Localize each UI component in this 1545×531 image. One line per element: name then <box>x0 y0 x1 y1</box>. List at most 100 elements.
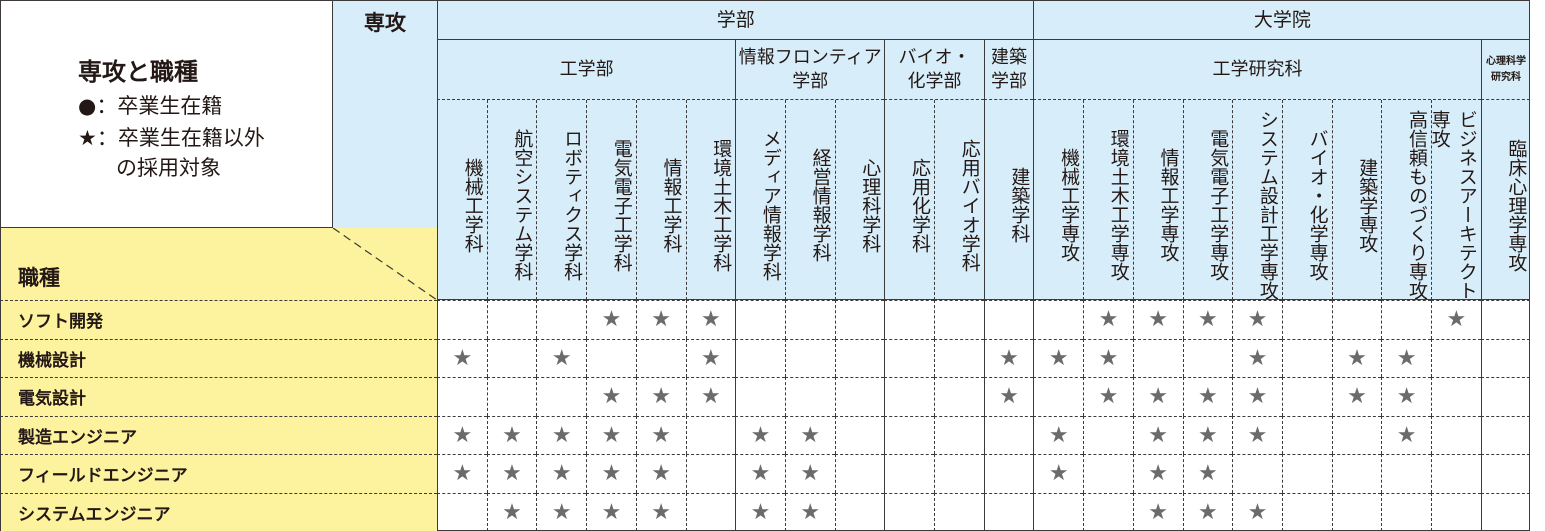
star-mark-cell: ★ <box>1232 300 1282 339</box>
empty-cell <box>1033 492 1084 531</box>
column-header: 建築学科 <box>983 100 1034 300</box>
star-mark-cell: ★ <box>1232 415 1282 454</box>
diagonal-divider <box>333 228 437 300</box>
star-mark-cell: ★ <box>1033 338 1084 377</box>
column-header: 環境土木工学専攻 <box>1083 100 1133 300</box>
empty-cell <box>1381 300 1431 339</box>
empty-cell <box>1331 492 1382 531</box>
legend-title: 専攻と職種 <box>78 58 198 86</box>
major-header: 専攻 <box>364 11 406 35</box>
empty-cell <box>1431 454 1481 493</box>
empty-cell <box>437 300 487 339</box>
star-mark-cell: ★ <box>586 377 636 416</box>
empty-cell <box>834 492 885 531</box>
star-mark-cell: ★ <box>635 415 686 454</box>
row-label: 製造エンジニア <box>0 415 437 455</box>
empty-cell <box>1281 377 1332 416</box>
empty-cell <box>1281 492 1332 531</box>
empty-cell <box>934 300 984 339</box>
empty-cell <box>1431 377 1481 416</box>
star-mark-cell: ★ <box>784 454 835 493</box>
star-mark-cell: ★ <box>1431 300 1481 339</box>
empty-cell <box>437 492 487 531</box>
star-mark-cell: ★ <box>1182 454 1233 493</box>
star-mark-cell: ★ <box>1182 492 1233 531</box>
star-mark-cell: ★ <box>983 377 1034 416</box>
star-mark-cell: ★ <box>635 300 686 339</box>
column-header: 情報工学科 <box>635 100 686 300</box>
star-mark-cell: ★ <box>437 454 487 493</box>
header-subgroup: 工学研究科 <box>1033 40 1481 100</box>
empty-cell <box>1083 415 1133 454</box>
empty-cell <box>784 377 835 416</box>
star-mark-cell: ★ <box>1132 492 1183 531</box>
empty-cell <box>735 377 785 416</box>
star-mark-cell: ★ <box>1132 377 1183 416</box>
star-mark-cell: ★ <box>1132 300 1183 339</box>
column-header: 高信頼ものづくり専攻 <box>1381 100 1431 300</box>
star-mark-cell: ★ <box>1033 454 1084 493</box>
star-mark-cell: ★ <box>486 415 537 454</box>
star-mark-cell: ★ <box>635 377 686 416</box>
column-header: 情報工学専攻 <box>1132 100 1183 300</box>
empty-cell <box>1281 300 1332 339</box>
job-header-area <box>0 228 437 300</box>
column-header: 機械工学科 <box>437 100 487 300</box>
legend-circle-line: ●：卒業生在籍 <box>78 94 223 118</box>
star-mark-cell: ★ <box>1083 300 1133 339</box>
empty-cell <box>486 338 537 377</box>
empty-cell <box>685 454 736 493</box>
empty-cell <box>685 492 736 531</box>
empty-cell <box>1182 338 1233 377</box>
star-mark-cell: ★ <box>1132 454 1183 493</box>
empty-cell <box>934 338 984 377</box>
star-mark-cell: ★ <box>1232 338 1282 377</box>
star-mark-cell: ★ <box>536 492 587 531</box>
star-mark-cell: ★ <box>1182 377 1233 416</box>
row-label: 電気設計 <box>0 377 437 416</box>
empty-cell <box>1480 338 1531 377</box>
star-mark-cell: ★ <box>1083 338 1133 377</box>
star-mark-cell: ★ <box>635 492 686 531</box>
star-mark-cell: ★ <box>1331 338 1382 377</box>
empty-cell <box>486 300 537 339</box>
empty-cell <box>983 300 1034 339</box>
empty-cell <box>685 415 736 454</box>
star-mark-cell: ★ <box>536 415 587 454</box>
header-subgroup: 建築 学部 <box>983 40 1034 100</box>
star-mark-cell: ★ <box>1331 377 1382 416</box>
header-subgroup: 工学部 <box>437 40 736 100</box>
empty-cell <box>1480 492 1531 531</box>
column-header: 建築学専攻 <box>1331 100 1382 300</box>
empty-cell <box>1381 454 1431 493</box>
star-mark-cell: ★ <box>685 377 736 416</box>
empty-cell <box>735 300 785 339</box>
star-mark-cell: ★ <box>1033 415 1084 454</box>
empty-cell <box>635 338 686 377</box>
star-mark-cell: ★ <box>1182 300 1233 339</box>
empty-cell <box>437 377 487 416</box>
empty-cell <box>1232 454 1282 493</box>
column-header: 心理科学科 <box>834 100 885 300</box>
empty-cell <box>1480 300 1531 339</box>
empty-cell <box>1480 454 1531 493</box>
star-mark-cell: ★ <box>983 338 1034 377</box>
empty-cell <box>1083 454 1133 493</box>
empty-cell <box>934 454 984 493</box>
star-mark-cell: ★ <box>486 454 537 493</box>
star-mark-cell: ★ <box>1381 377 1431 416</box>
star-mark-cell: ★ <box>1083 377 1133 416</box>
empty-cell <box>834 454 885 493</box>
header-subgroup: 心理科学 研究科 <box>1480 40 1531 100</box>
row-label: フィールドエンジニア <box>0 454 437 493</box>
star-mark-cell: ★ <box>437 338 487 377</box>
star-mark-cell: ★ <box>586 415 636 454</box>
column-header: メディア情報学科 <box>735 100 785 300</box>
header-subgroup: 情報フロンティア 学部 <box>735 40 885 100</box>
empty-cell <box>536 377 587 416</box>
column-header: ロボティクス学科 <box>536 100 586 300</box>
empty-cell <box>1480 377 1531 416</box>
empty-cell <box>1281 338 1332 377</box>
star-mark-cell: ★ <box>536 338 587 377</box>
empty-cell <box>486 377 537 416</box>
